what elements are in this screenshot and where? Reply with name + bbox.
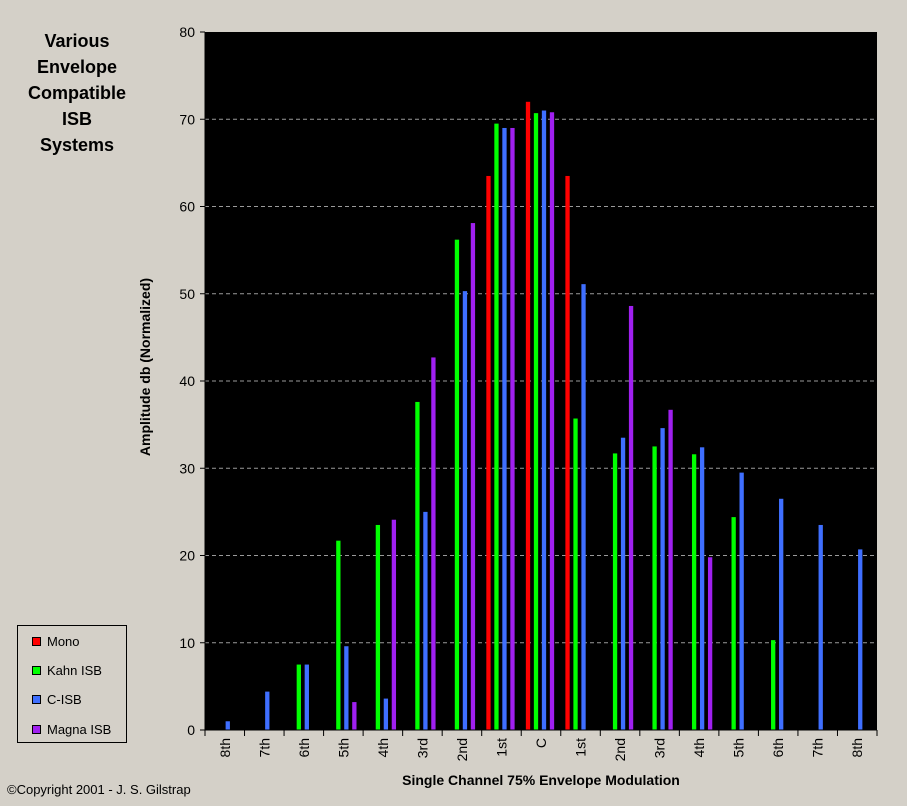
x-tick-label: 5th [335, 738, 351, 757]
bar-mono [565, 175, 570, 730]
y-tick-label: 40 [179, 373, 195, 389]
y-axis-label: Amplitude db (Normalized) [137, 277, 153, 457]
bar-kahn-isb [454, 239, 460, 730]
x-axis-label: Single Channel 75% Envelope Modulation [402, 772, 680, 788]
y-tick-label: 50 [179, 286, 195, 302]
x-tick-label: 7th [256, 738, 272, 757]
x-tick-label: 1st [493, 738, 509, 757]
x-tick-label: 1st [573, 738, 589, 757]
bar-c-isb [423, 511, 428, 730]
title-line: Systems [39, 135, 115, 155]
x-tick-label: 4th [375, 738, 391, 757]
bar-magna-isb [628, 305, 634, 730]
bar-magna-isb [431, 357, 436, 730]
legend-item-kahn: Kahn ISB [32, 662, 102, 678]
x-tick-label: C [533, 738, 549, 748]
bar-c-isb [858, 549, 863, 730]
legend-label: Magna ISB [47, 721, 112, 737]
copyright-text: ©Copyright 2001 - J. S. Gilstrap [7, 782, 191, 797]
bar-kahn-isb [296, 664, 301, 730]
legend-item-cisb: C-ISB [32, 691, 82, 707]
bar-c-isb [779, 498, 784, 730]
title-line: ISB [61, 109, 92, 129]
y-tick-label: 60 [179, 199, 195, 215]
legend-swatch [32, 665, 41, 675]
bar-mono [525, 101, 531, 731]
x-tick-label: 8th [217, 738, 233, 757]
x-tick-label: 4th [691, 738, 707, 757]
bar-kahn-isb [533, 113, 539, 730]
bar-magna-isb [470, 223, 476, 730]
bar-c-isb [620, 437, 626, 730]
chart-title: Various Envelope Compatible ISB Systems [18, 28, 136, 158]
bar-kahn-isb [573, 418, 578, 730]
x-tick-label: 3rd [652, 738, 668, 758]
legend-item-magna: Magna ISB [32, 721, 111, 737]
title-line: Compatible [27, 83, 126, 103]
x-tick-label: 2nd [612, 738, 628, 761]
x-tick-label: 3rd [414, 738, 430, 758]
bar-c-isb [344, 646, 349, 730]
bar-kahn-isb [691, 454, 697, 730]
bar-kahn-isb [771, 640, 776, 730]
bars [225, 101, 863, 731]
bar-mono [486, 175, 491, 730]
bar-magna-isb [668, 409, 673, 730]
bar-kahn-isb [612, 453, 618, 730]
bar-c-isb [383, 698, 389, 730]
bar-magna-isb [391, 519, 397, 730]
x-tick-label: 6th [770, 738, 786, 757]
bar-magna-isb [352, 702, 357, 730]
legend-label: Mono [47, 633, 80, 649]
bar-kahn-isb [415, 401, 420, 730]
legend: Mono Kahn ISB C-ISB Magna ISB [17, 625, 127, 743]
y-tick-label: 70 [179, 111, 195, 127]
x-tick-label: 8th [849, 738, 865, 757]
bar-kahn-isb [731, 517, 736, 730]
x-tick-label: 5th [731, 738, 747, 757]
y-tick-label: 80 [179, 24, 195, 40]
legend-item-mono: Mono [32, 633, 80, 649]
legend-swatch [32, 636, 41, 646]
legend-swatch [32, 724, 41, 734]
legend-label: C-ISB [47, 691, 82, 707]
legend-label: Kahn ISB [47, 662, 102, 678]
bar-c-isb [462, 291, 468, 730]
bar-kahn-isb [336, 540, 341, 730]
y-tick-label: 0 [187, 722, 195, 738]
bar-magna-isb [707, 557, 713, 730]
bar-c-isb [225, 721, 230, 730]
x-tick-label: 6th [296, 738, 312, 757]
bar-c-isb [502, 127, 507, 731]
x-tick-label: 2nd [454, 738, 470, 761]
bar-c-isb [265, 691, 270, 730]
gridlines [205, 118, 877, 644]
y-tick-label: 30 [179, 460, 195, 476]
legend-swatch [32, 694, 41, 704]
y-tick-label: 20 [179, 548, 195, 564]
bar-c-isb [660, 428, 665, 730]
title-line: Various [44, 31, 110, 51]
bar-kahn-isb [494, 123, 499, 731]
x-tick-label: 7th [810, 738, 826, 757]
bar-c-isb [739, 472, 744, 730]
y-tick-label: 10 [179, 635, 195, 651]
bar-kahn-isb [375, 524, 381, 730]
bar-c-isb [304, 664, 309, 730]
bar-c-isb [581, 284, 586, 730]
axes: 0 10 20 30 40 50 60 70 80 8th 7th 6th 5th 4th 3rd 2nd 1s… [179, 24, 878, 761]
bar-magna-isb [510, 127, 515, 731]
bar-c-isb [699, 447, 705, 730]
bar-c-isb [818, 524, 823, 730]
bar-magna-isb [549, 112, 555, 730]
bar-c-isb [541, 110, 547, 730]
bar-kahn-isb [652, 446, 657, 730]
title-line: Envelope [36, 57, 118, 77]
